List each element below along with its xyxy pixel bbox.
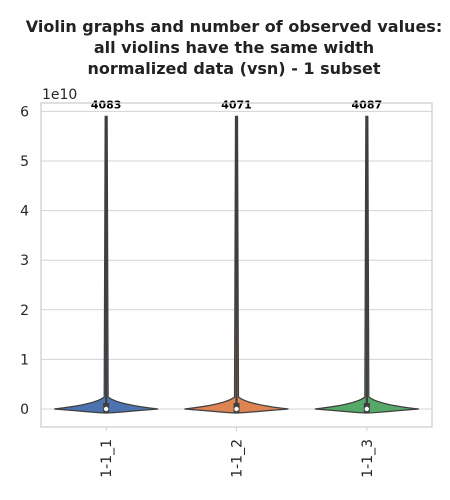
- y-tick-label: 0: [20, 402, 29, 418]
- plot-frame: [40, 102, 433, 428]
- y-tick-label: 6: [20, 104, 29, 120]
- violin-median: [103, 406, 109, 412]
- x-tick-label: 1-1_2: [230, 439, 246, 478]
- chart-title-line-2: all violins have the same width: [94, 38, 374, 57]
- y-axis-ticks: 0 1 2 3 4 5 6: [20, 104, 29, 418]
- chart-title-line-3: normalized data (vsn) - 1 subset: [87, 59, 380, 78]
- y-axis-offset-label: 1e10: [42, 87, 77, 103]
- x-axis-ticks: 1-1_1 1-1_2 1-1_3: [99, 427, 376, 478]
- count-label: 4083: [91, 98, 122, 111]
- x-tick-label: 1-1_1: [99, 439, 115, 478]
- count-labels: 4083 4071 4087: [91, 98, 382, 111]
- x-tick-label: 1-1_3: [360, 439, 376, 478]
- y-tick-label: 4: [20, 204, 29, 220]
- count-label: 4071: [221, 98, 252, 111]
- y-tick-label: 1: [20, 352, 29, 368]
- y-tick-label: 3: [20, 253, 29, 269]
- violin-median: [234, 406, 239, 412]
- violin-median: [364, 406, 370, 412]
- violins: [54, 115, 419, 414]
- y-tick-label: 5: [20, 154, 29, 170]
- chart-title-line-1: Violin graphs and number of observed val…: [26, 17, 442, 36]
- count-label: 4087: [352, 98, 383, 111]
- y-tick-label: 2: [20, 303, 29, 319]
